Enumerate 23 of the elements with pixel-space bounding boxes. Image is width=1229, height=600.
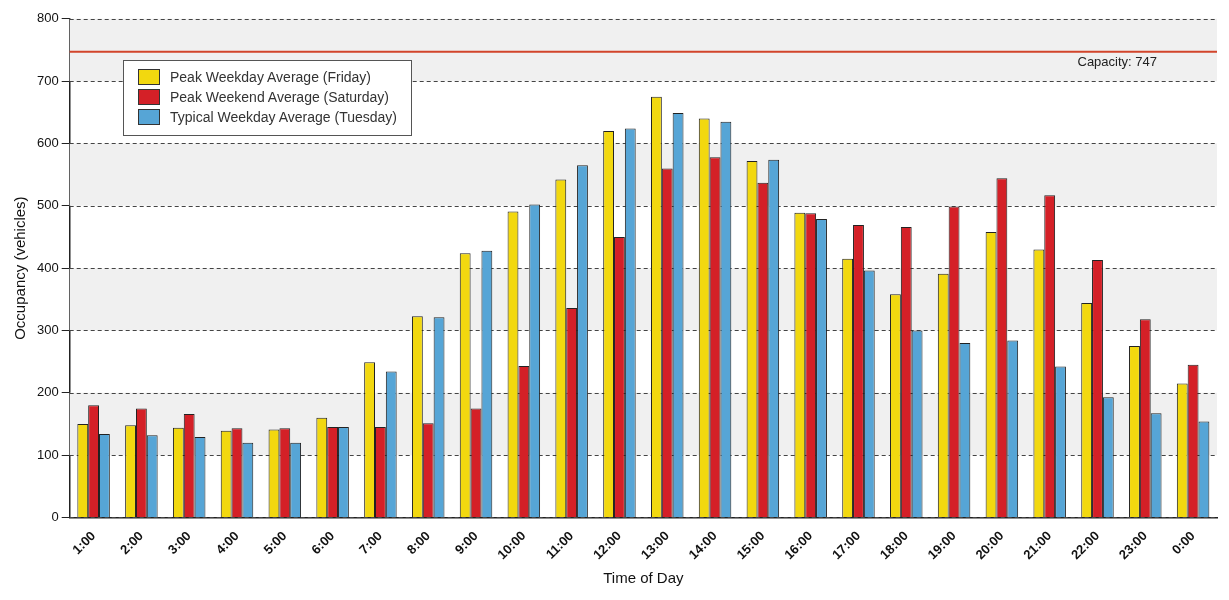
legend-label: Peak Weekend Average (Saturday) [170, 89, 389, 105]
y-tick-label: 100 [36, 446, 59, 462]
y-tick-label: 500 [36, 197, 59, 213]
y-tick-label: 700 [36, 72, 59, 88]
x-tick-label: 8:00 [403, 528, 433, 558]
x-tick-label: 0:00 [1168, 528, 1198, 558]
x-tick-label: 4:00 [212, 528, 242, 558]
x-tick-label: 5:00 [260, 528, 290, 558]
y-tick-label: 300 [36, 322, 59, 338]
ref-line-label: Capacity: 747 [1077, 53, 1157, 69]
y-tick-label: 200 [36, 384, 59, 400]
y-axis-title: Occupancy (vehicles) [11, 196, 29, 340]
y-tick-label: 400 [36, 259, 59, 275]
legend-label: Typical Weekday Average (Tuesday) [170, 109, 397, 125]
x-tick-label: 3:00 [164, 528, 194, 558]
x-tick-label: 6:00 [308, 528, 338, 558]
legend-label: Peak Weekday Average (Friday) [170, 69, 372, 85]
y-tick-label: 600 [36, 135, 59, 151]
x-tick-label: 7:00 [356, 528, 386, 558]
x-tick-label: 9:00 [451, 528, 481, 558]
y-tick-label: 800 [36, 10, 59, 26]
y-tick-label: 0 [51, 509, 59, 525]
x-axis-title: Time of Day [603, 569, 684, 587]
